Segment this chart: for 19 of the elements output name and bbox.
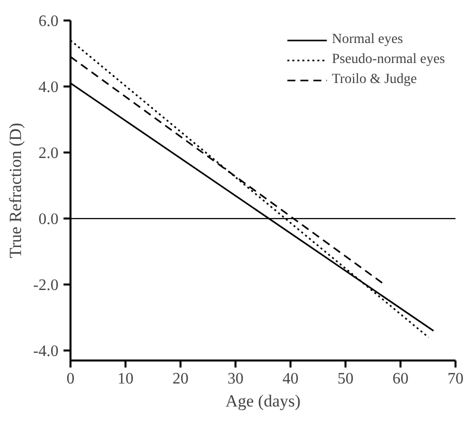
legend-label: Normal eyes [332, 32, 403, 48]
y-tick-label: 0.0 [38, 211, 58, 228]
legend-label: Pseudo-normal eyes [332, 52, 445, 68]
y-tick-label: -2.0 [33, 277, 58, 294]
x-tick-label: 30 [228, 370, 244, 388]
legend-label: Troilo & Judge [332, 72, 417, 88]
y-tick-label: -4.0 [33, 343, 58, 360]
y-axis-title: True Refraction (D) [6, 122, 26, 258]
x-tick-label: 60 [392, 370, 408, 388]
y-tick-label: 2.0 [38, 145, 58, 162]
y-tick-label: 4.0 [38, 79, 58, 96]
x-tick-label: 0 [66, 370, 74, 388]
x-tick-label: 40 [282, 370, 298, 388]
x-tick-label: 10 [118, 370, 134, 388]
x-axis-title: Age (days) [225, 392, 301, 410]
x-tick-label: 70 [448, 370, 464, 388]
x-tick-label: 20 [172, 370, 188, 388]
x-tick-label: 50 [338, 370, 354, 388]
y-tick-label: 6.0 [38, 13, 58, 30]
